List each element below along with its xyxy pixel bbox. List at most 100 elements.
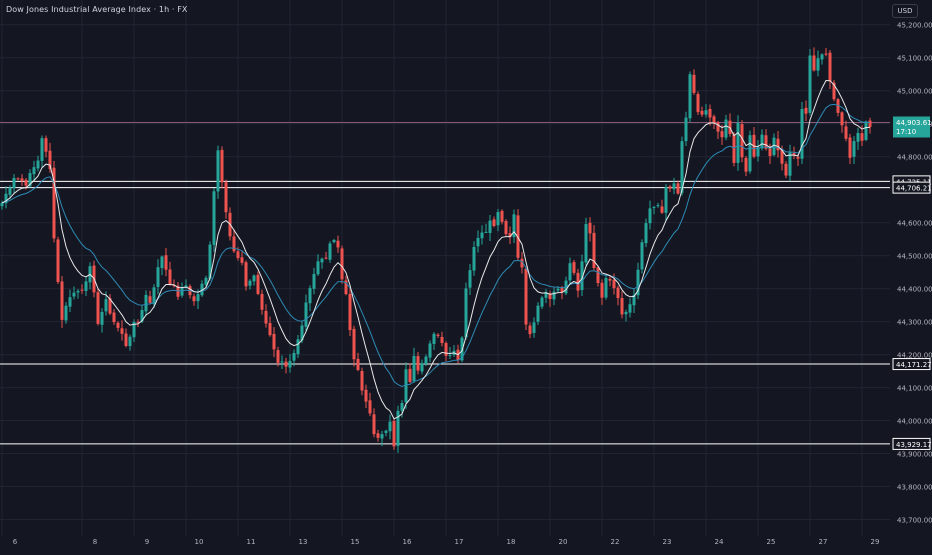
candle-up (512, 214, 516, 238)
time-axis[interactable]: 6 8 9 10 11 13 15 16 17 18 20 22 23 24 25 27 29 (13, 538, 880, 546)
time-axis-tick-label: 18 (507, 538, 516, 546)
candle-up (84, 281, 88, 291)
candle-up (556, 288, 560, 291)
candle-up (400, 402, 404, 411)
candle-down (708, 108, 712, 118)
candle-down (56, 239, 60, 283)
currency-button[interactable]: USD (892, 4, 918, 18)
candle-down (504, 221, 508, 235)
candle-up (704, 110, 708, 115)
level-price-label: 44,706.21 (896, 185, 932, 193)
time-axis-tick-label: 16 (403, 538, 412, 546)
candle-up (680, 141, 684, 193)
candle-up (472, 246, 476, 271)
candle-up (160, 256, 164, 269)
candle-up (424, 356, 428, 364)
candle-down (764, 135, 768, 149)
last-price-label: 44,903.61 (896, 119, 932, 127)
candle-down (48, 150, 52, 169)
horizontal-levels[interactable] (0, 180, 890, 445)
candle-down (108, 298, 112, 314)
candle-down (220, 149, 224, 183)
candle-up (856, 132, 860, 142)
candle-down (516, 215, 520, 258)
candle-down (608, 278, 612, 281)
candle-up (100, 312, 104, 325)
candle-down (260, 293, 264, 310)
time-axis-tick-label: 25 (767, 538, 776, 546)
candle-up (648, 208, 652, 224)
candle-down (392, 420, 396, 447)
candle-down (840, 112, 844, 126)
candle-down (240, 257, 244, 263)
candle-down (792, 153, 796, 156)
time-axis-tick-label: 27 (819, 538, 828, 546)
candle-up (380, 434, 384, 439)
candle-down (508, 233, 512, 238)
candle-up (480, 232, 484, 239)
candle-up (488, 220, 492, 233)
candle-up (644, 223, 648, 244)
candle-up (736, 122, 740, 163)
candle-up (196, 294, 200, 302)
candle-up (36, 160, 40, 169)
candle-down (148, 296, 152, 303)
candle-up (624, 312, 628, 315)
candle-down (376, 433, 380, 438)
candle-down (336, 240, 340, 248)
candle-up (496, 212, 500, 226)
candle-down (804, 107, 808, 114)
candle-down (324, 257, 328, 259)
level-price-label: 43,929.17 (896, 441, 932, 449)
candle-down (344, 280, 348, 295)
price-axis-tick-label: 45,200.00 (897, 22, 932, 30)
candle-down (692, 74, 696, 93)
candle-up (0, 202, 4, 207)
time-axis-tick-label: 6 (13, 538, 18, 546)
price-axis-tick-label: 45,000.00 (897, 88, 932, 96)
price-axis-tick-label: 44,200.00 (897, 352, 932, 360)
candle-up (760, 134, 764, 149)
candle-down (360, 370, 364, 391)
candle-up (536, 305, 540, 322)
candle-up (280, 361, 284, 363)
candle-down (444, 342, 448, 356)
candle-down (588, 222, 592, 234)
candle-down (768, 148, 772, 157)
candle-up (312, 273, 316, 289)
price-axis-tick-label: 44,100.00 (897, 385, 932, 393)
candle-down (364, 389, 368, 402)
candle-down (352, 328, 356, 360)
candle-down (16, 178, 20, 180)
candle-down (96, 292, 100, 324)
candle-up (72, 292, 76, 297)
chart-title: Dow Jones Industrial Average Index · 1h … (6, 5, 188, 14)
candle-up (580, 261, 584, 290)
candle-down (492, 219, 496, 227)
candle-up (216, 150, 220, 192)
slow-moving-average-line (1, 103, 871, 388)
candle-up (76, 290, 80, 293)
candle-up (748, 135, 752, 172)
candle-up (432, 333, 436, 344)
level-price-badge (892, 358, 931, 371)
time-axis-tick-label: 22 (611, 538, 620, 546)
candle-down (120, 328, 124, 334)
candle-up (468, 270, 472, 288)
candle-up (428, 343, 432, 358)
candle-up (152, 287, 156, 304)
candle-up (404, 369, 408, 403)
candle-down (560, 287, 564, 293)
level-price-badge (892, 437, 931, 450)
candle-down (224, 182, 228, 213)
candle-up (180, 287, 184, 296)
candle-down (848, 137, 852, 158)
candle-up (604, 277, 608, 298)
candle-down (60, 281, 64, 320)
candle-up (420, 363, 424, 372)
candle-down (592, 232, 596, 269)
candle-down (112, 312, 116, 323)
candle-up (208, 244, 212, 279)
